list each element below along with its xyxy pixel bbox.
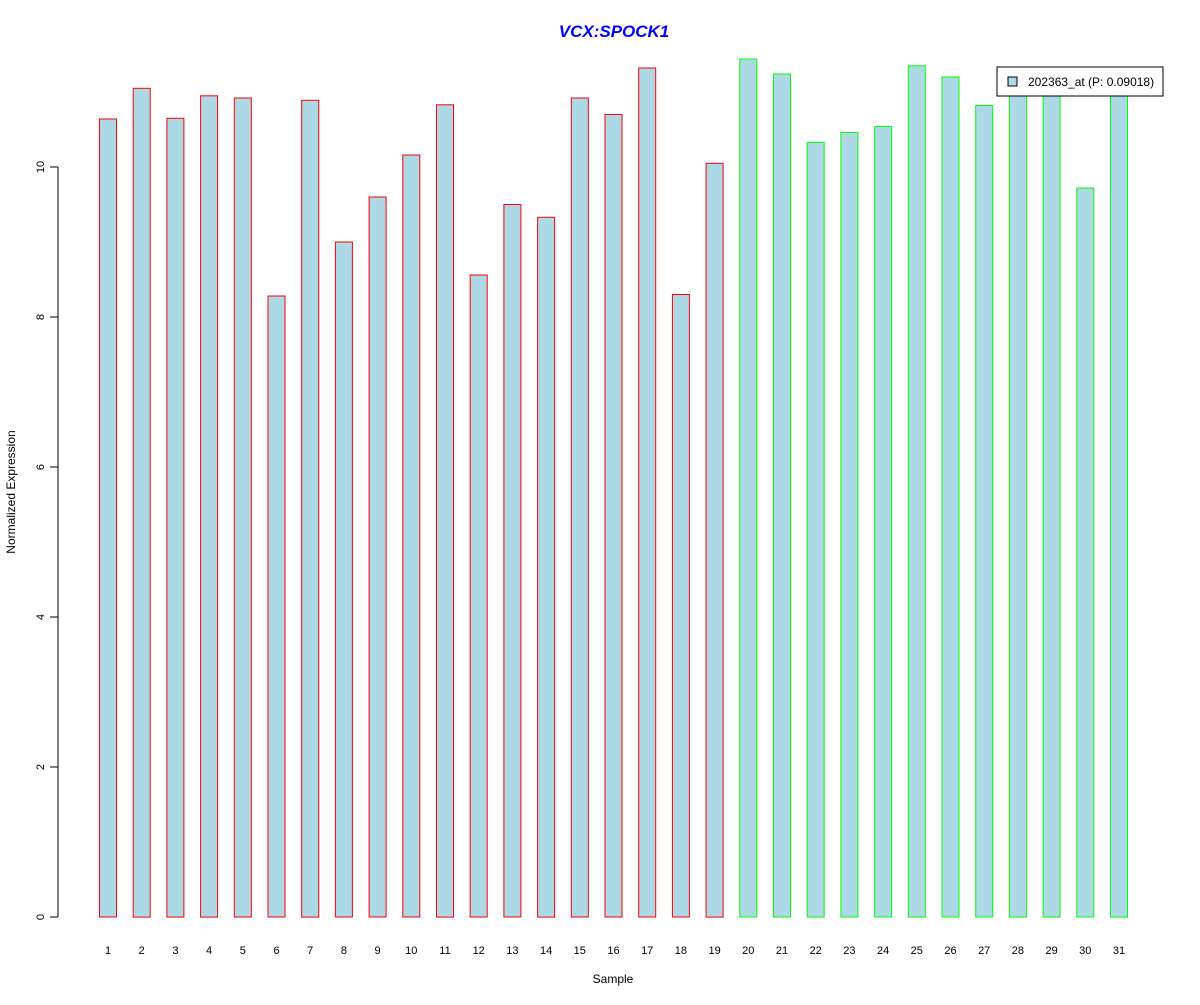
bar <box>1008 87 1027 918</box>
x-tick-label: 25 <box>911 945 923 957</box>
bar <box>334 241 353 918</box>
bar <box>739 58 758 918</box>
legend-swatch <box>1007 76 1018 87</box>
bar <box>705 162 724 918</box>
legend: 202363_at (P: 0.09018) <box>996 66 1164 97</box>
bar <box>874 126 893 918</box>
x-tick-label: 19 <box>708 945 720 957</box>
x-tick-label: 5 <box>240 945 246 957</box>
x-tick-label: 18 <box>675 945 687 957</box>
x-tick-label: 12 <box>473 945 485 957</box>
x-tick-label: 13 <box>506 945 518 957</box>
bar <box>436 104 454 918</box>
bar <box>1042 87 1061 918</box>
y-tick-label: 4 <box>35 614 47 620</box>
x-tick-label: 16 <box>607 945 619 957</box>
x-tick-label: 27 <box>978 945 990 957</box>
x-axis-label: Sample <box>593 972 634 986</box>
y-tick-label: 10 <box>35 161 47 173</box>
bar <box>840 132 859 918</box>
x-tick-label: 30 <box>1079 945 1091 957</box>
bar <box>671 294 690 918</box>
y-tick-label: 6 <box>35 464 47 470</box>
bar <box>402 154 421 918</box>
x-tick-label: 28 <box>1012 945 1024 957</box>
bar <box>469 274 488 918</box>
bar <box>200 95 219 918</box>
x-tick-label: 22 <box>810 945 822 957</box>
x-tick-label: 6 <box>273 945 279 957</box>
x-tick-label: 14 <box>540 945 552 957</box>
bar <box>806 141 825 918</box>
bar <box>267 295 286 918</box>
x-tick-label: 31 <box>1113 945 1125 957</box>
x-tick-label: 15 <box>574 945 586 957</box>
x-tick-label: 7 <box>307 945 313 957</box>
x-tick-label: 4 <box>206 945 212 957</box>
y-tick-label: 8 <box>35 314 47 320</box>
bar <box>503 204 522 918</box>
bar <box>233 97 252 918</box>
x-tick-label: 24 <box>877 945 889 957</box>
bar <box>1110 87 1128 918</box>
x-tick-label: 17 <box>641 945 653 957</box>
x-tick-label: 1 <box>105 945 111 957</box>
y-axis-label: Normalized Expression <box>4 430 18 553</box>
legend-label: 202363_at (P: 0.09018) <box>1028 75 1154 89</box>
y-axis: 0 2 4 6 8 10 <box>35 161 59 920</box>
y-tick-label: 0 <box>35 914 47 920</box>
bar <box>132 87 151 918</box>
bar <box>99 118 117 918</box>
bar <box>166 117 185 918</box>
bar <box>1076 187 1095 918</box>
bar <box>638 67 657 918</box>
x-tick-label: 11 <box>439 945 450 957</box>
x-tick-label: 29 <box>1045 945 1057 957</box>
bar <box>570 97 589 918</box>
bars-group <box>99 58 1128 918</box>
x-tick-label: 3 <box>172 945 178 957</box>
bar <box>537 216 556 918</box>
x-tick-label: 23 <box>843 945 855 957</box>
bar <box>907 65 926 918</box>
bar <box>941 76 960 918</box>
x-tick-label: 20 <box>742 945 754 957</box>
x-tick-label: 9 <box>375 945 381 957</box>
bar <box>368 196 387 918</box>
bar <box>975 105 994 918</box>
x-tick-label: 26 <box>944 945 956 957</box>
bar <box>301 99 320 918</box>
x-tick-labels: 1 2 3 4 5 6 7 8 9 10 11 12 13 14 15 16 17 18 19 20 21 22 23 24 2… <box>105 945 1125 957</box>
x-tick-label: 10 <box>405 945 417 957</box>
x-tick-label: 21 <box>776 945 788 957</box>
x-tick-label: 2 <box>139 945 145 957</box>
bar <box>604 114 623 918</box>
x-tick-label: 8 <box>341 945 347 957</box>
legend-box <box>996 66 1164 97</box>
y-tick-label: 2 <box>35 764 47 770</box>
bar <box>773 73 791 918</box>
chart-title: VCX:SPOCK1 <box>559 22 670 41</box>
